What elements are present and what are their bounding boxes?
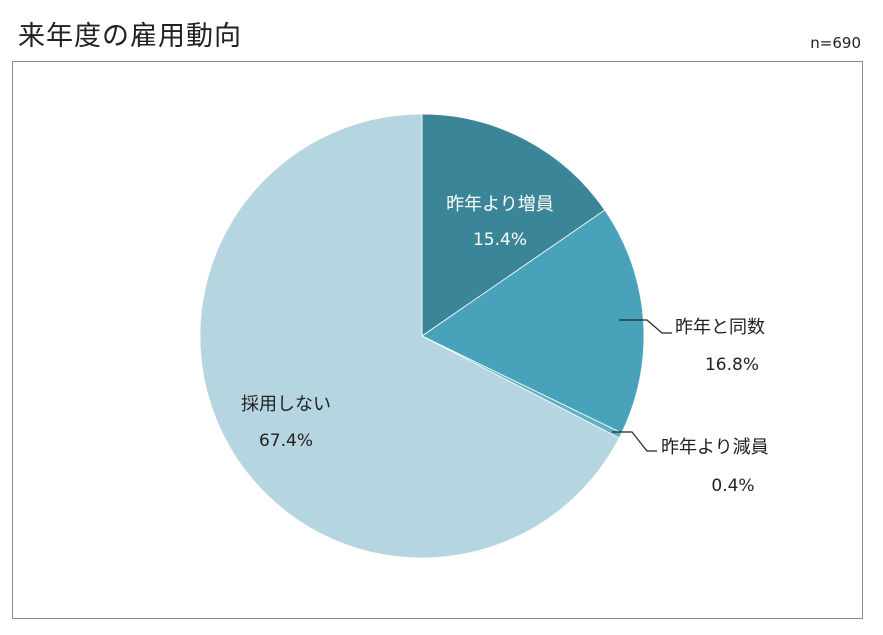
slice-value-label-2: 0.4% bbox=[711, 476, 754, 496]
sample-size-label: n=690 bbox=[810, 34, 861, 52]
pie-slice-0 bbox=[421, 113, 606, 337]
slice-value-label-3: 67.4% bbox=[259, 431, 313, 451]
slice-value-label-0: 15.4% bbox=[473, 230, 527, 250]
leader-line-1 bbox=[619, 319, 672, 334]
slice-label-0: 昨年より増員 bbox=[446, 194, 554, 215]
slice-label-3: 採用しない bbox=[241, 394, 331, 415]
pie-slice-3 bbox=[199, 113, 620, 559]
leader-line-2 bbox=[612, 431, 657, 452]
slice-label-2: 昨年より減員 bbox=[661, 437, 769, 458]
slice-label-1: 昨年と同数 bbox=[675, 317, 765, 338]
slice-value-label-1: 16.8% bbox=[705, 355, 759, 375]
chart-title: 来年度の雇用動向 bbox=[18, 21, 242, 52]
chart-frame bbox=[12, 61, 863, 619]
pie-slice-1 bbox=[421, 209, 645, 434]
